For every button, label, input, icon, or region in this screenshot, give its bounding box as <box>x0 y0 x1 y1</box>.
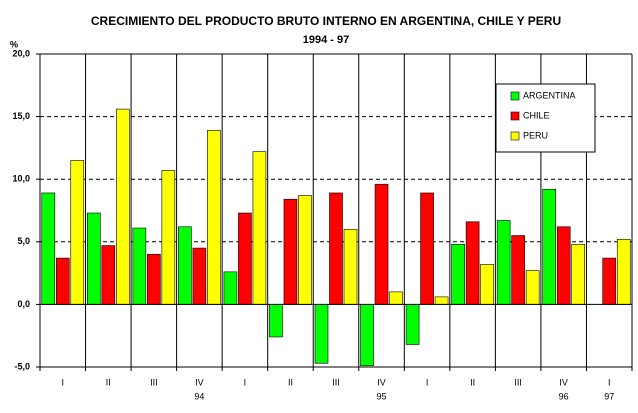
bar <box>451 244 465 305</box>
x-tick-label: III <box>150 377 158 387</box>
bar <box>269 304 283 338</box>
legend-swatch <box>510 131 520 141</box>
bar <box>389 291 403 305</box>
y-tick-label: 15,0 <box>12 111 30 121</box>
bar <box>360 304 374 367</box>
bar <box>374 183 389 305</box>
y-tick-label: 10,0 <box>12 174 30 184</box>
y-tick-label: 0,0 <box>17 299 30 309</box>
legend-label: ARGENTINA <box>523 90 576 100</box>
x-tick-label: I <box>608 377 611 387</box>
bar <box>41 192 56 305</box>
bar <box>405 304 420 345</box>
bar <box>420 192 434 305</box>
bar <box>298 195 312 305</box>
bar <box>616 238 631 305</box>
legend-label: CHILE <box>523 110 550 120</box>
x-tick-label: I <box>62 377 65 387</box>
bar <box>132 227 147 305</box>
bar <box>283 198 298 305</box>
year-label: 96 <box>559 391 569 401</box>
x-tick-label: III <box>514 377 522 387</box>
bar <box>238 212 252 305</box>
bar <box>329 192 343 305</box>
bar <box>511 235 525 305</box>
y-tick-label: 20,0 <box>12 48 30 58</box>
bar <box>147 254 161 305</box>
year-label: 94 <box>194 391 204 401</box>
x-tick-label: I <box>244 377 247 387</box>
legend-swatch <box>510 91 520 101</box>
bar <box>55 257 70 305</box>
x-tick-label: I <box>426 377 429 387</box>
chart-title: CRECIMIENTO DEL PRODUCTO BRUTO INTERNO E… <box>91 14 561 28</box>
bar <box>542 188 556 305</box>
bar <box>87 212 101 305</box>
bar <box>434 296 449 305</box>
bar <box>343 228 358 305</box>
bar <box>480 264 494 305</box>
y-axis-label: % <box>10 39 18 49</box>
year-label: 95 <box>377 391 387 401</box>
bar <box>192 247 207 305</box>
bar <box>178 226 192 305</box>
y-tick-label: -5,0 <box>14 361 30 371</box>
legend-swatch <box>510 111 520 121</box>
x-tick-label: IV <box>195 377 204 387</box>
bar <box>252 151 267 305</box>
chart-subtitle: 1994 - 97 <box>303 34 349 46</box>
bar <box>465 221 480 305</box>
x-tick-label: III <box>332 377 340 387</box>
bar <box>101 245 116 305</box>
bar <box>223 271 238 305</box>
x-tick-label: II <box>106 377 111 387</box>
x-tick-label: IV <box>559 377 568 387</box>
x-tick-label: II <box>288 377 293 387</box>
bar <box>161 170 176 305</box>
bar <box>496 220 511 305</box>
year-label: 97 <box>604 391 614 401</box>
bar <box>116 108 130 305</box>
bar <box>602 257 617 305</box>
bar <box>314 304 329 364</box>
legend-label: PERU <box>523 130 548 140</box>
x-tick-label: II <box>470 377 475 387</box>
bar <box>571 244 585 305</box>
bar <box>70 160 85 305</box>
bar <box>556 226 571 305</box>
y-tick-label: 5,0 <box>17 236 30 246</box>
bar <box>525 270 540 305</box>
x-tick-label: IV <box>377 377 386 387</box>
bar <box>207 130 221 305</box>
